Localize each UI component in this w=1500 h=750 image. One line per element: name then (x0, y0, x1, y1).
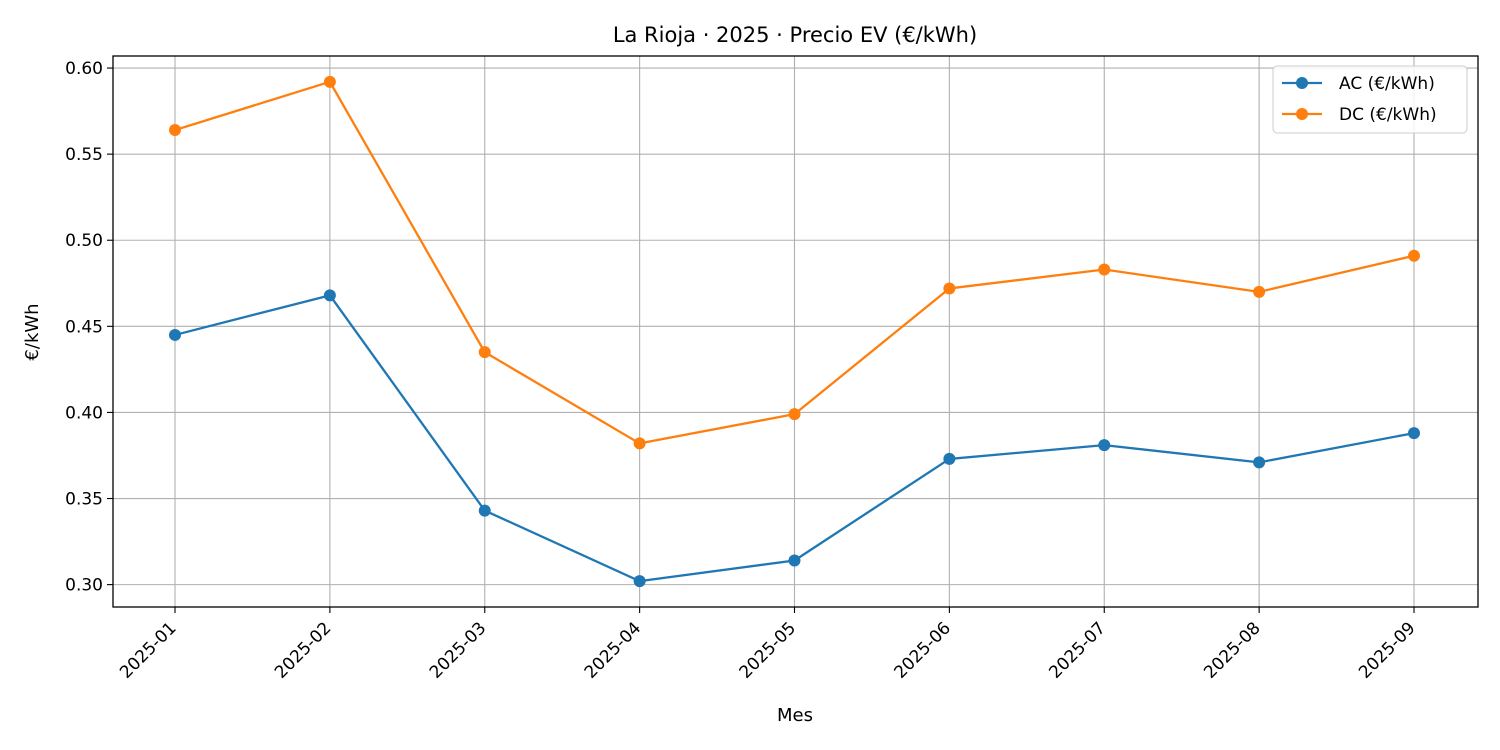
data-point-ac (943, 452, 956, 465)
x-axis-ticks: 2025-01 2025-02 2025-03 2025-04 2025-05 2025-… (116, 607, 1420, 683)
data-point-dc (478, 346, 491, 359)
data-point-ac (1408, 427, 1420, 440)
legend-label-dc: DC (€/kWh) (1339, 105, 1437, 125)
x-tick-label: 2025-07 (1045, 618, 1109, 682)
data-point-dc (1408, 249, 1420, 262)
y-tick-label: 0.30 (65, 576, 103, 596)
y-tick-label: 0.45 (65, 317, 103, 337)
x-tick-label: 2025-04 (581, 618, 645, 682)
chart-title: La Rioja · 2025 · Precio EV (€/kWh) (613, 23, 977, 47)
data-point-ac (1098, 439, 1111, 452)
x-tick-label: 2025-03 (426, 618, 490, 682)
x-tick-label: 2025-08 (1200, 618, 1264, 682)
x-tick-label: 2025-09 (1355, 618, 1419, 682)
plot-frame (112, 55, 1479, 608)
data-point-ac (323, 289, 336, 302)
series-points (169, 75, 1420, 588)
y-tick-label: 0.55 (65, 145, 103, 165)
data-point-dc (169, 124, 181, 137)
x-axis-label: Mes (777, 705, 813, 726)
data-point-ac (633, 575, 646, 588)
data-point-ac (788, 554, 801, 567)
x-tick-label: 2025-02 (271, 618, 335, 682)
x-tick-label: 2025-06 (891, 618, 955, 682)
data-point-dc (1098, 263, 1111, 276)
y-axis-ticks: 0.30 0.35 0.40 0.45 0.50 0.55 0.60 (65, 59, 113, 596)
grid (113, 56, 1478, 607)
y-tick-label: 0.40 (65, 403, 103, 423)
x-tick-label: 2025-05 (736, 618, 800, 682)
data-point-ac (478, 504, 491, 517)
x-tick-label: 2025-01 (116, 618, 180, 682)
y-tick-label: 0.50 (65, 231, 103, 251)
data-point-ac (169, 328, 181, 341)
data-point-ac (1253, 456, 1266, 469)
legend: AC (€/kWh) DC (€/kWh) (1272, 65, 1468, 134)
data-point-dc (1253, 285, 1266, 298)
data-point-dc (788, 408, 801, 421)
y-axis-label: €/kWh (22, 303, 43, 360)
data-point-dc (943, 282, 956, 295)
data-point-dc (633, 437, 646, 450)
legend-label-ac: AC (€/kWh) (1339, 74, 1435, 94)
y-tick-label: 0.60 (65, 59, 103, 79)
y-tick-label: 0.35 (65, 490, 103, 510)
legend-marker-ac (1296, 77, 1308, 89)
data-point-dc (323, 75, 336, 88)
legend-marker-dc (1296, 108, 1308, 120)
